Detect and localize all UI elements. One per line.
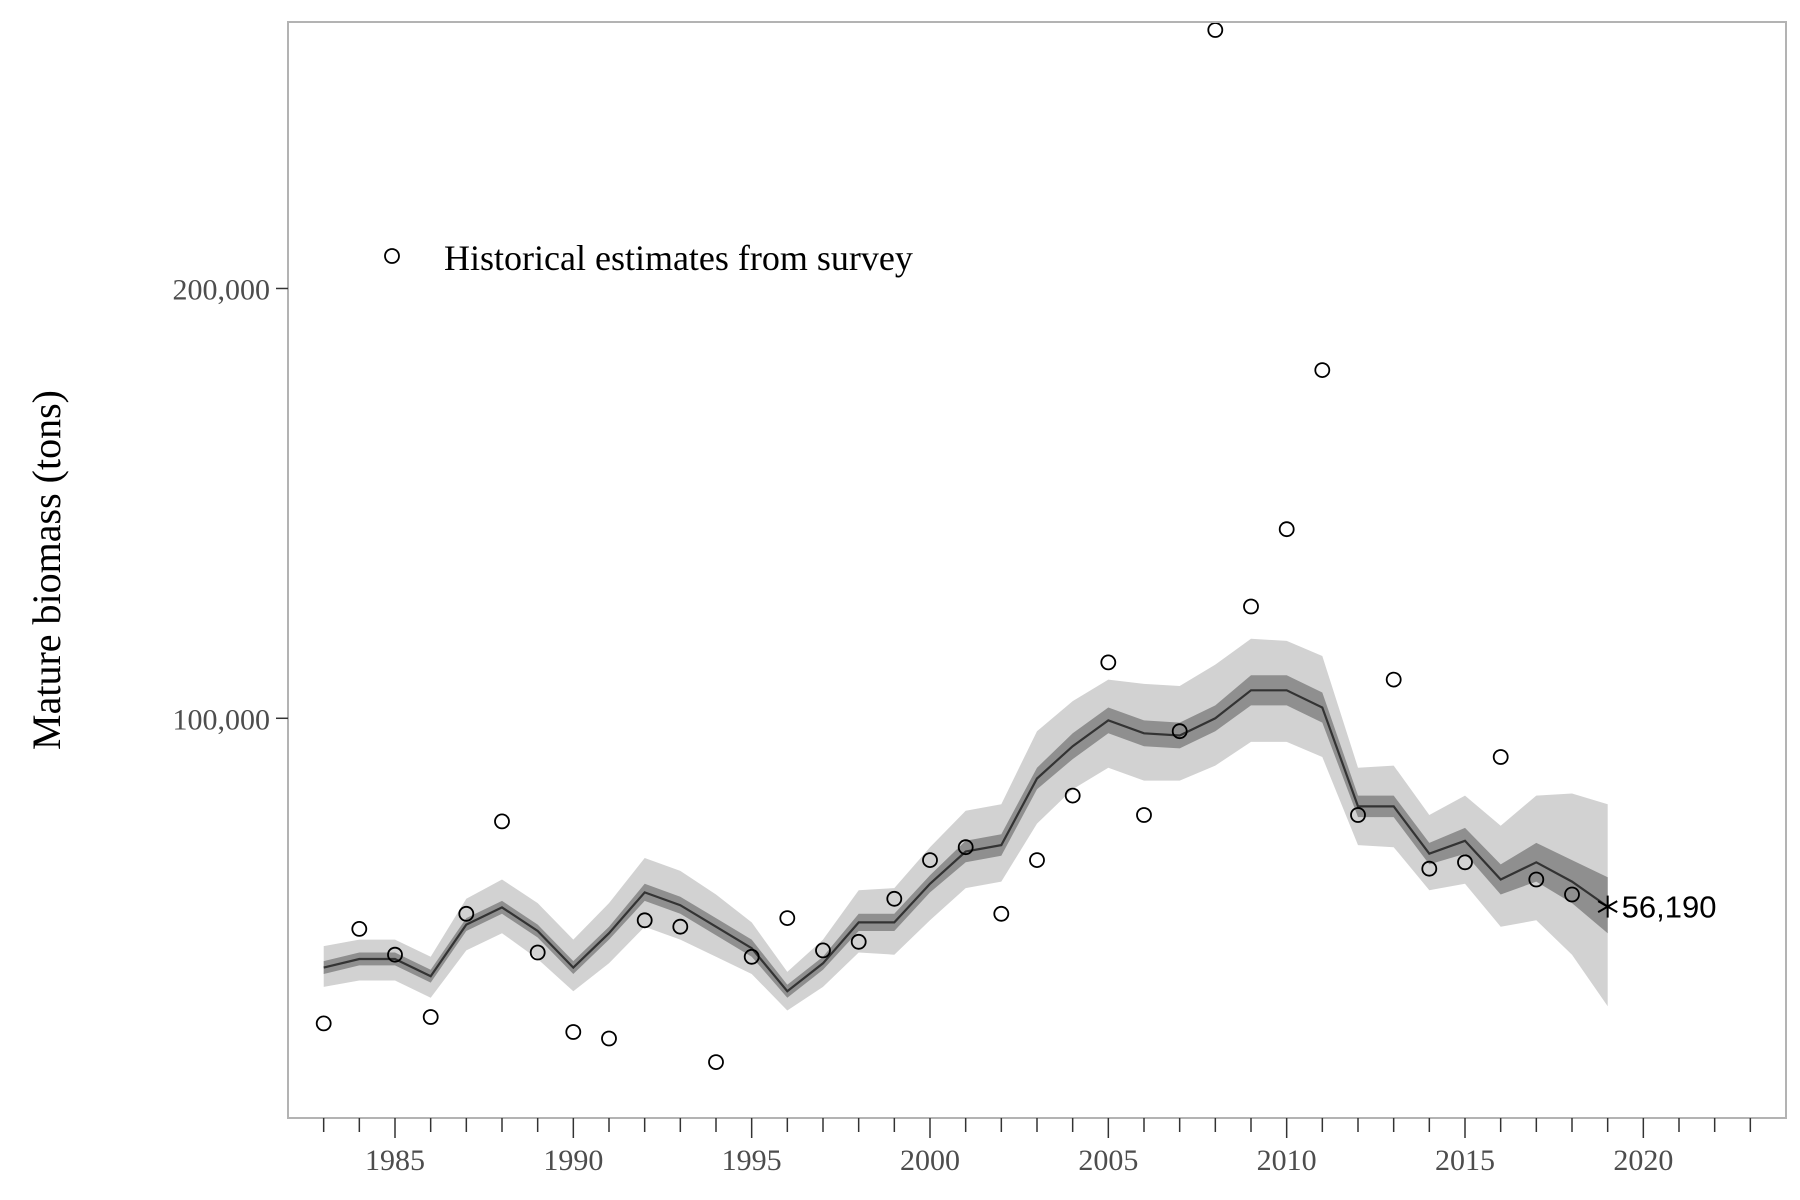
survey-point	[850, 933, 867, 950]
x-tick-label: 1995	[722, 1144, 782, 1177]
survey-point	[779, 910, 796, 926]
survey-point	[422, 1009, 439, 1025]
survey-point	[993, 905, 1010, 922]
survey-point	[529, 944, 546, 961]
x-tick-label: 2015	[1435, 1144, 1495, 1177]
survey-point	[1278, 521, 1295, 538]
survey-point	[1100, 654, 1117, 671]
model-line-path	[323, 689, 1609, 993]
survey-point	[1136, 807, 1152, 823]
y-tick-label: 200,000	[173, 273, 271, 306]
legend: Historical estimates from survey	[384, 238, 913, 278]
survey-point	[1457, 854, 1473, 871]
x-tick-label: 1985	[365, 1144, 425, 1177]
end-point-stroke	[1597, 900, 1618, 913]
x-tick-label: 2000	[900, 1144, 960, 1177]
survey-point	[672, 918, 689, 935]
end-point-group: 56,190	[1597, 890, 1717, 925]
survey-point	[1421, 860, 1438, 877]
survey-point	[1029, 852, 1045, 868]
survey-point	[922, 852, 938, 868]
survey-point	[1064, 787, 1081, 804]
survey-point	[636, 912, 653, 929]
survey-point	[387, 946, 403, 963]
survey-point	[815, 942, 831, 959]
y-axis: 100,000 200,000	[173, 273, 288, 736]
survey-point	[458, 905, 475, 922]
y-tick-label: 100,000	[173, 703, 271, 736]
survey-point	[494, 813, 510, 830]
survey-point	[601, 1030, 617, 1047]
model-line	[323, 689, 1609, 993]
survey-point	[315, 1015, 332, 1032]
survey-point	[1528, 871, 1545, 888]
y-axis-title: Mature biomass (tons)	[24, 390, 69, 750]
x-tick-label: 1990	[543, 1144, 603, 1177]
x-axis: 1985 1990 1995 2000 2005 2010 2015 2020	[322, 1118, 1752, 1177]
survey-point	[957, 839, 974, 856]
legend-symbol-open-circle	[384, 248, 400, 264]
survey-point	[1350, 807, 1366, 823]
band-outer	[323, 638, 1608, 1011]
x-tick-label: 2010	[1257, 1144, 1317, 1177]
end-point-label: 56,190	[1622, 890, 1717, 925]
survey-point	[1314, 362, 1331, 379]
survey-point	[1243, 598, 1259, 615]
x-tick-label: 2020	[1613, 1144, 1673, 1177]
confidence-bands	[323, 638, 1608, 1011]
end-point-marker	[1597, 895, 1618, 918]
survey-point	[1385, 671, 1402, 688]
x-tick-label: 2005	[1078, 1144, 1138, 1177]
survey-point	[708, 1054, 724, 1070]
survey-point	[886, 890, 903, 907]
plot-frame	[287, 21, 1787, 1119]
survey-point	[565, 1024, 582, 1040]
survey-point	[1207, 22, 1224, 38]
survey-points	[315, 22, 1580, 1070]
survey-point	[743, 948, 760, 965]
legend-label: Historical estimates from survey	[444, 238, 913, 278]
survey-point	[1564, 886, 1580, 903]
survey-point	[351, 921, 368, 937]
survey-point	[1492, 749, 1509, 765]
survey-point	[1171, 723, 1188, 740]
